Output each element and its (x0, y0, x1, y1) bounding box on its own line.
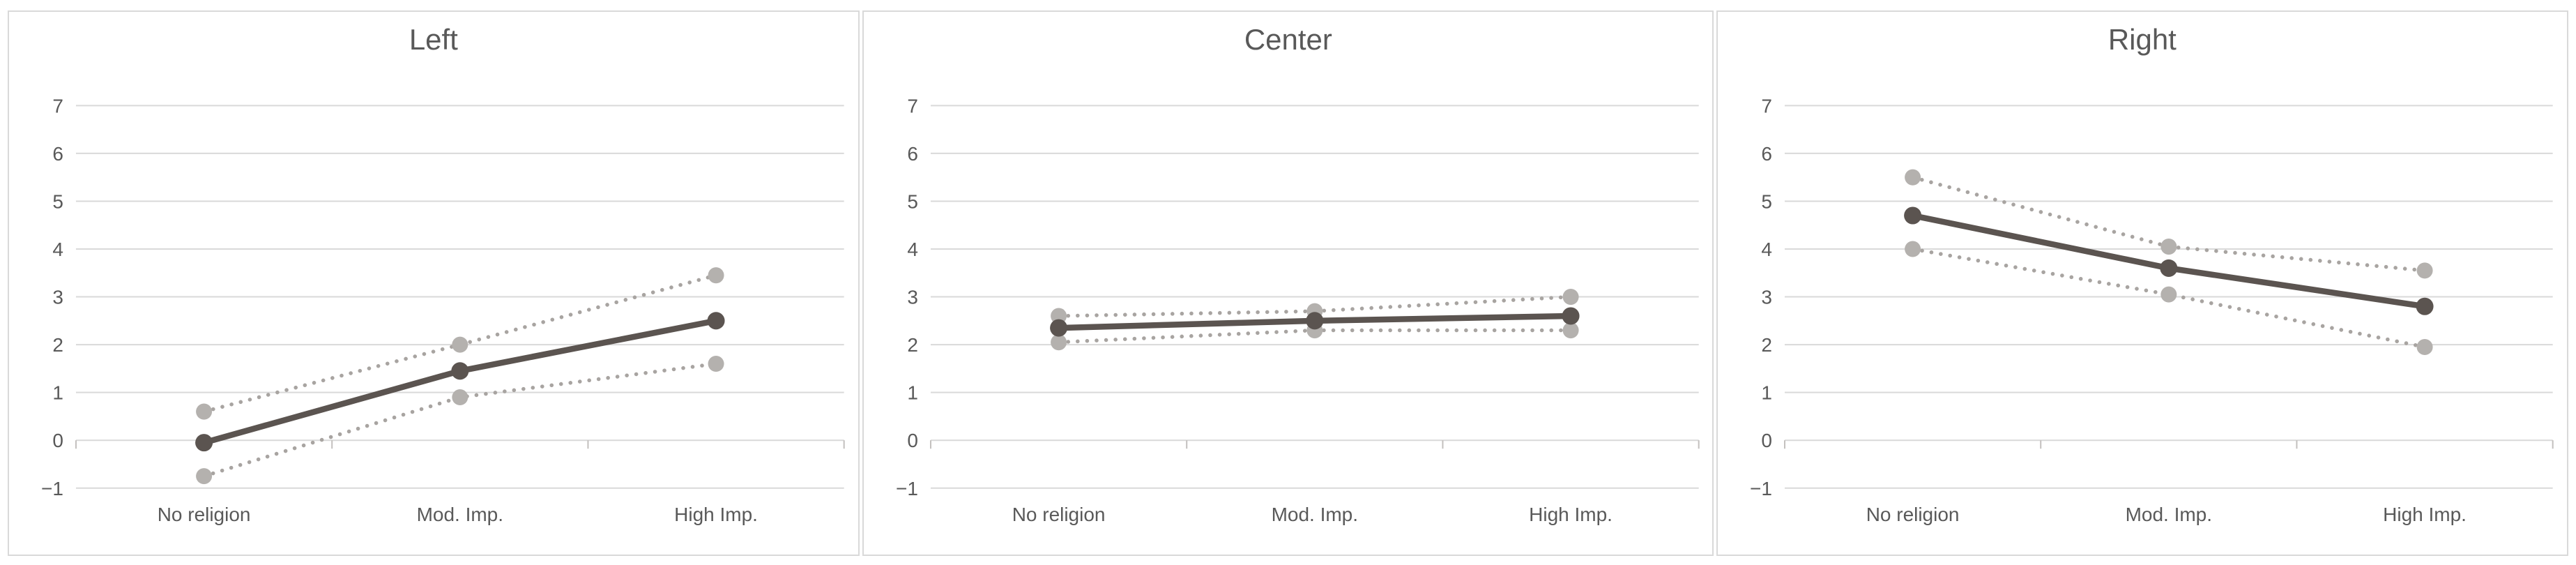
y-tick-label: 1 (1762, 382, 1773, 404)
x-tick-label: Mod. Imp. (2126, 504, 2212, 525)
y-tick-label: 6 (907, 143, 918, 165)
x-tick-label: No religion (1866, 504, 1960, 525)
data-point-lower-ci (708, 355, 724, 372)
data-point-upper-ci (1562, 289, 1579, 306)
line-chart-center: Center 7 6 5 4 3 2 1 0 −1 No religion Mod. Imp. High… (896, 23, 1700, 525)
data-point-estimate (1562, 307, 1580, 325)
y-tick-label: 5 (1762, 190, 1773, 212)
x-tick-label: High Imp. (2384, 504, 2467, 525)
chart-title: Right (2108, 23, 2177, 56)
chart-panel-left: Left 7 6 5 4 3 2 1 0 −1 No religion Mod. Imp. High I… (8, 10, 860, 556)
y-tick-label: 1 (52, 382, 63, 404)
x-tick-label: High Imp. (674, 504, 758, 525)
data-point-estimate (451, 362, 469, 380)
data-point-lower-ci (2160, 286, 2177, 303)
y-tick-label: 7 (1762, 95, 1773, 116)
y-tick-label: 0 (52, 430, 63, 451)
chart-title: Left (409, 23, 458, 56)
data-point-lower-ci (196, 468, 213, 485)
y-tick-label: −1 (896, 478, 918, 499)
data-point-estimate (1049, 319, 1067, 337)
y-tick-label: 5 (52, 190, 63, 212)
data-point-estimate (1306, 312, 1323, 330)
data-point-estimate (2160, 259, 2178, 277)
x-tick-label: No religion (158, 504, 251, 525)
y-tick-label: 4 (52, 239, 63, 260)
chart-panel-right: Right 7 6 5 4 3 2 1 0 −1 No religion Mod. Imp. High … (1716, 10, 2569, 556)
x-tick-label: High Imp. (1529, 504, 1613, 525)
y-tick-label: 0 (1762, 430, 1773, 451)
y-tick-label: 6 (1762, 143, 1773, 165)
y-tick-label: 2 (1762, 334, 1773, 356)
x-tick-label: Mod. Imp. (1271, 504, 1357, 525)
chart-title: Center (1244, 23, 1332, 56)
data-point-upper-ci (1050, 308, 1067, 324)
data-point-upper-ci (196, 403, 213, 420)
y-tick-label: 7 (52, 95, 63, 116)
data-point-upper-ci (708, 267, 724, 284)
line-chart-right: Right 7 6 5 4 3 2 1 0 −1 No religion Mod. Imp. High … (1750, 23, 2554, 525)
y-tick-label: 0 (907, 430, 918, 451)
data-point-upper-ci (1905, 169, 1921, 186)
y-tick-label: 3 (52, 287, 63, 308)
series-line-lower-ci (1911, 247, 2428, 349)
data-point-lower-ci (1562, 322, 1579, 339)
data-point-lower-ci (452, 389, 468, 406)
y-tick-label: −1 (41, 478, 63, 499)
x-tick-label: Mod. Imp. (417, 504, 503, 525)
y-tick-label: 3 (907, 287, 918, 308)
data-point-estimate (195, 434, 213, 452)
chart-panel-center: Center 7 6 5 4 3 2 1 0 −1 No religion Mod. Imp. High… (862, 10, 1714, 556)
data-point-estimate (1904, 206, 1922, 225)
data-point-lower-ci (1905, 241, 1921, 257)
data-point-estimate (2416, 297, 2434, 315)
y-tick-label: 5 (907, 190, 918, 212)
data-point-upper-ci (452, 336, 468, 353)
series-line-upper-ci (1911, 175, 2428, 273)
data-point-upper-ci (2160, 239, 2177, 255)
line-chart-left: Left 7 6 5 4 3 2 1 0 −1 No religion Mod. Imp. High I… (41, 23, 845, 525)
x-tick-label: No religion (1012, 504, 1105, 525)
data-point-upper-ci (2416, 262, 2433, 279)
y-tick-label: 7 (907, 95, 918, 116)
y-tick-label: 4 (1762, 239, 1773, 260)
y-tick-label: 6 (52, 143, 63, 165)
y-tick-label: 2 (907, 334, 918, 356)
y-tick-label: 4 (907, 239, 918, 260)
y-tick-label: 1 (907, 382, 918, 404)
y-tick-label: 3 (1762, 287, 1773, 308)
data-point-lower-ci (2416, 338, 2433, 356)
data-point-lower-ci (1050, 334, 1067, 351)
data-point-estimate (707, 312, 725, 330)
y-tick-label: 2 (52, 334, 63, 356)
y-tick-label: −1 (1750, 478, 1772, 499)
